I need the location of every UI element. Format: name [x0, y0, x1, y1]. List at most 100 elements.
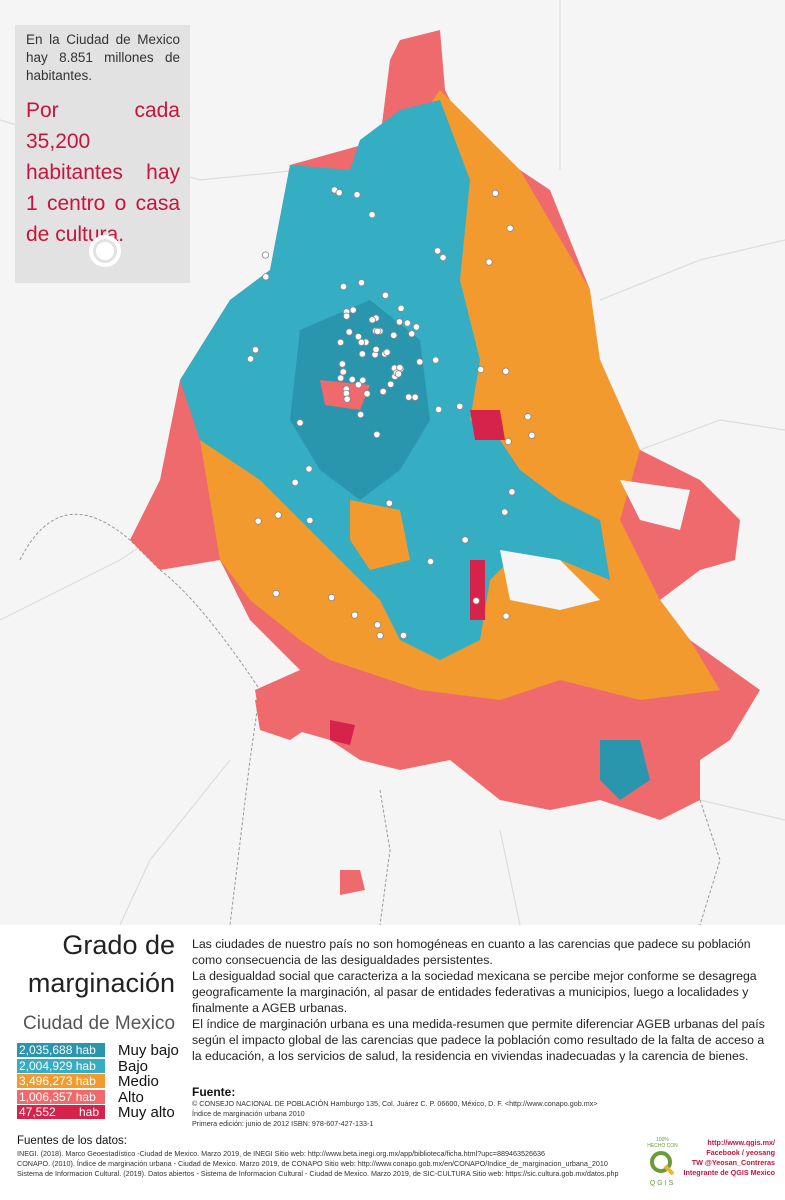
center-dot	[291, 478, 299, 487]
legend-unit: hab	[78, 1105, 99, 1119]
boundary	[699, 799, 721, 925]
center-dot	[411, 393, 419, 401]
center-dot	[336, 338, 345, 346]
center-dot	[432, 356, 440, 364]
description: Las ciudades de nuestro país no son homo…	[192, 936, 777, 1064]
source-line: INEGI. (2018). Marco Geoestadístico -Ciu…	[17, 1149, 545, 1158]
logo-tail	[663, 1164, 674, 1176]
center-dot	[504, 437, 512, 446]
description-paragraph: Las ciudades de nuestro país no son homo…	[192, 937, 751, 967]
data-sources: Fuentes de los datos: INEGI. (2018). Mar…	[17, 1135, 619, 1179]
center-dot	[502, 367, 510, 375]
center-dot	[390, 331, 398, 339]
center-dot	[426, 557, 435, 566]
bottom-panel: Grado de marginación Ciudad de Mexico 2,…	[0, 925, 785, 1200]
center-dot	[372, 345, 380, 354]
center-dot	[439, 253, 447, 262]
center-dot	[359, 376, 367, 384]
road	[699, 799, 785, 821]
center-dot	[472, 597, 480, 605]
center-dot	[373, 430, 381, 439]
center-dot	[349, 306, 357, 314]
legend-level: Muy alto	[118, 1104, 175, 1121]
center-dot	[368, 316, 376, 324]
subtitle: Ciudad de Mexico	[23, 1013, 176, 1034]
region-medio	[350, 500, 410, 570]
credit-link: http://www.qgis.mx/	[707, 1138, 775, 1147]
legend-level: Muy bajo	[118, 1042, 179, 1059]
center-dot	[528, 431, 536, 439]
region-muy-alto	[470, 410, 505, 440]
center-dot	[274, 511, 282, 519]
fuente: Fuente: © CONSEJO NACIONAL DE POBLACIÓN …	[192, 1085, 632, 1129]
center-dot	[524, 413, 532, 421]
boundary	[379, 789, 391, 925]
center-dot	[337, 374, 345, 382]
fuente-line: Primera edición: junio de 2012 ISBN: 978…	[192, 1119, 374, 1128]
description-paragraph: El índice de marginación urbana es una m…	[192, 1017, 765, 1063]
legend-population: 2,004,929 hab	[19, 1058, 96, 1073]
map	[0, 0, 785, 925]
badge-text: QGIS	[649, 1180, 676, 1187]
center-dot	[405, 393, 413, 401]
region-alto	[340, 870, 365, 895]
fuente-heading: Fuente:	[192, 1085, 236, 1099]
legend-swatch: 47,552 hab	[17, 1105, 105, 1119]
center-dot	[435, 405, 443, 414]
center-dot	[357, 410, 365, 419]
legend-level: Bajo	[118, 1057, 149, 1075]
center-dot	[403, 319, 412, 327]
source-line: Sistema de Informacion Cultural. (2019).…	[17, 1169, 619, 1178]
legend-level: Alto	[118, 1088, 144, 1106]
center-dot	[254, 517, 262, 525]
center-dot	[387, 380, 395, 388]
center-dot	[368, 211, 376, 219]
center-dot	[485, 258, 493, 266]
center-dot	[416, 358, 424, 366]
center-dot	[251, 346, 260, 354]
legend-population: 1,006,357 hab	[19, 1089, 96, 1104]
credits: http://www.qgis.mx/Facebook / yeosang TW …	[684, 1138, 775, 1178]
icon-dot	[96, 242, 114, 260]
airport-area	[620, 480, 690, 530]
legend-swatch: 2,004,929 hab	[17, 1058, 105, 1073]
center-dot	[395, 318, 404, 326]
cultural-centers	[246, 186, 536, 640]
center-dot	[339, 283, 348, 291]
title: Grado de	[62, 930, 175, 960]
center-dot	[383, 348, 391, 356]
blank-area	[500, 550, 600, 610]
center-dot	[408, 330, 416, 338]
center-dot	[502, 612, 510, 620]
logo-ring	[649, 1151, 672, 1173]
legend-population: 2,035,688 hab	[19, 1043, 96, 1057]
center-dot	[296, 419, 304, 427]
fuente-line: Índice de marginación urbana 2010	[192, 1109, 305, 1118]
road	[639, 419, 785, 451]
center-dot	[351, 611, 359, 619]
center-dot	[456, 402, 464, 410]
center-dot	[353, 191, 361, 199]
legend-level: Medio	[118, 1073, 159, 1090]
center-dot	[358, 350, 366, 358]
boundaries	[19, 513, 721, 925]
center-dot	[381, 291, 390, 299]
center-dot	[363, 390, 371, 398]
center-dot	[394, 370, 403, 378]
road	[119, 759, 231, 925]
boundary	[19, 513, 261, 925]
sources-heading: Fuentes de los datos:	[17, 1135, 127, 1147]
legend-swatch: 3,496,273 hab	[17, 1074, 105, 1088]
credit-link: TW @Yeosan_Contreras	[691, 1158, 775, 1167]
center-dot	[373, 621, 382, 629]
center-dot	[374, 327, 382, 335]
center-dot	[354, 333, 363, 341]
center-dot	[272, 589, 280, 598]
center-dot	[477, 365, 485, 374]
center-dot	[434, 247, 442, 255]
center-dot	[305, 465, 313, 473]
center-dot	[328, 593, 336, 602]
center-dot	[376, 632, 384, 640]
